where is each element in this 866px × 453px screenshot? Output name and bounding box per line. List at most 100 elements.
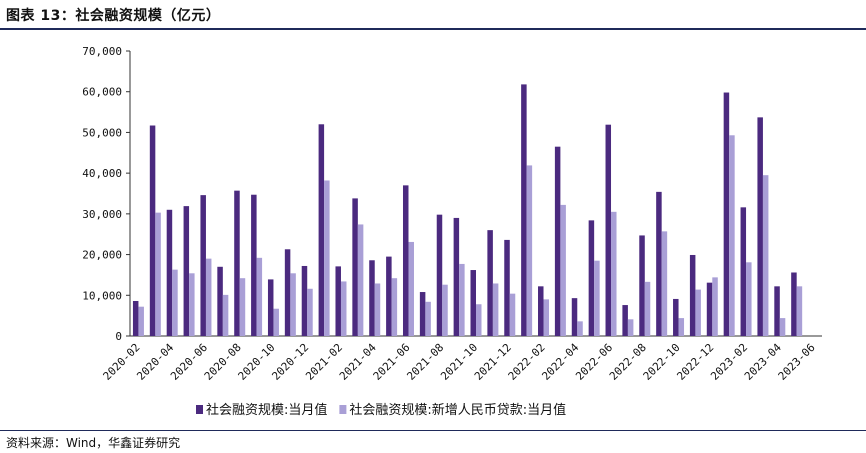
bar-total-financing: [639, 235, 645, 336]
bar-new-rmb-loans: [577, 321, 583, 336]
bar-new-rmb-loans: [492, 283, 499, 336]
bar-new-rmb-loans: [290, 273, 296, 336]
bar-total-financing: [723, 92, 730, 336]
bar-total-financing: [774, 286, 780, 336]
bar-new-rmb-loans: [762, 175, 769, 336]
bars: [132, 84, 803, 336]
bar-new-rmb-loans: [256, 257, 263, 336]
source-note: 资料来源：Wind，华鑫证券研究: [6, 436, 181, 450]
y-tick-label: 70,000: [82, 45, 122, 58]
bar-new-rmb-loans: [779, 318, 786, 336]
y-tick-label: 50,000: [82, 126, 122, 139]
figure-title: 图表 13：社会融资规模（亿元）: [6, 8, 221, 24]
bar-new-rmb-loans: [746, 262, 752, 336]
y-tick-label: 40,000: [82, 167, 122, 180]
bar-new-rmb-loans: [729, 135, 735, 336]
bar-new-rmb-loans: [155, 212, 161, 336]
bar-new-rmb-loans: [644, 281, 651, 336]
bar-new-rmb-loans: [205, 258, 212, 336]
bar-new-rmb-loans: [425, 301, 431, 336]
bar-total-financing: [318, 124, 325, 336]
bar-total-financing: [132, 300, 139, 336]
x-axis: 2020-022020-042020-062020-082020-102020-…: [101, 335, 822, 383]
bar-new-rmb-loans: [476, 304, 482, 336]
bar-new-rmb-loans: [239, 278, 246, 336]
bar-total-financing: [689, 254, 696, 336]
bar-total-financing: [369, 260, 375, 336]
footer-rule: [0, 430, 866, 431]
bar-total-financing: [149, 125, 156, 336]
y-tick-label: 20,000: [82, 249, 122, 262]
bar-total-financing: [419, 292, 426, 336]
bar-total-financing: [251, 194, 257, 336]
bar-total-financing: [487, 230, 493, 336]
bar-new-rmb-loans: [408, 241, 414, 336]
x-tick-label: 2023-06: [776, 341, 818, 383]
title-rule: [0, 28, 866, 30]
bar-new-rmb-loans: [222, 294, 229, 336]
bar-new-rmb-loans: [172, 269, 178, 336]
bar-new-rmb-loans: [627, 319, 634, 336]
y-tick-label: 30,000: [82, 208, 122, 221]
bar-total-financing: [656, 191, 662, 336]
bar-total-financing: [200, 195, 206, 336]
bar-total-financing: [183, 206, 190, 336]
bar-new-rmb-loans: [138, 306, 144, 336]
bar-chart: 0 10,000 20,000 30,000 40,000 50,000 60,000 70,…: [82, 45, 822, 418]
bar-total-financing: [386, 256, 392, 336]
y-axis: 0 10,000 20,000 30,000 40,000 50,000 60,000 70,…: [82, 45, 131, 343]
bar-total-financing: [166, 209, 173, 336]
bar-total-financing: [301, 265, 308, 336]
y-tick-label: 10,000: [82, 289, 122, 302]
bar-total-financing: [673, 298, 679, 336]
bar-new-rmb-loans: [796, 286, 803, 336]
bar-new-rmb-loans: [509, 293, 516, 336]
bar-total-financing: [571, 298, 578, 336]
bar-total-financing: [622, 305, 628, 336]
bar-new-rmb-loans: [357, 224, 364, 336]
bar-total-financing: [335, 266, 341, 336]
bar-total-financing: [554, 146, 561, 336]
legend: 社会融资规模:当月值 社会融资规模:新增人民币贷款:当月值: [196, 402, 566, 418]
bar-new-rmb-loans: [678, 318, 685, 336]
bar-new-rmb-loans: [391, 278, 398, 336]
bar-new-rmb-loans: [560, 204, 566, 336]
bar-total-financing: [267, 279, 274, 336]
legend-swatch: [196, 405, 203, 414]
bar-new-rmb-loans: [594, 260, 600, 336]
bar-total-financing: [284, 249, 291, 336]
bar-new-rmb-loans: [526, 165, 533, 336]
bar-total-financing: [234, 190, 240, 336]
bar-total-financing: [740, 207, 747, 336]
bar-new-rmb-loans: [661, 231, 668, 336]
bar-total-financing: [453, 217, 460, 336]
legend-label: 社会融资规模:当月值: [206, 402, 327, 418]
bar-total-financing: [352, 198, 358, 336]
bar-total-financing: [538, 286, 544, 336]
bar-new-rmb-loans: [374, 283, 381, 336]
bar-total-financing: [436, 214, 443, 336]
y-tick-label: 0: [115, 330, 122, 343]
bar-total-financing: [605, 124, 612, 336]
bar-new-rmb-loans: [307, 288, 313, 336]
bar-total-financing: [217, 266, 223, 336]
bar-total-financing: [706, 282, 713, 336]
bar-total-financing: [521, 84, 527, 336]
bar-new-rmb-loans: [340, 281, 347, 336]
bar-new-rmb-loans: [442, 284, 448, 336]
bar-new-rmb-loans: [712, 277, 718, 336]
bar-total-financing: [470, 270, 476, 336]
bar-new-rmb-loans: [324, 180, 330, 336]
bar-new-rmb-loans: [611, 211, 617, 336]
bar-total-financing: [504, 239, 510, 336]
legend-swatch: [339, 405, 347, 414]
bar-total-financing: [757, 117, 763, 336]
bar-total-financing: [588, 220, 595, 336]
bar-new-rmb-loans: [543, 299, 550, 336]
bar-new-rmb-loans: [189, 273, 195, 336]
bar-total-financing: [791, 272, 797, 336]
bar-new-rmb-loans: [695, 289, 701, 336]
bar-new-rmb-loans: [273, 308, 279, 336]
bar-new-rmb-loans: [459, 263, 465, 336]
legend-label: 社会融资规模:新增人民币贷款:当月值: [349, 402, 566, 418]
